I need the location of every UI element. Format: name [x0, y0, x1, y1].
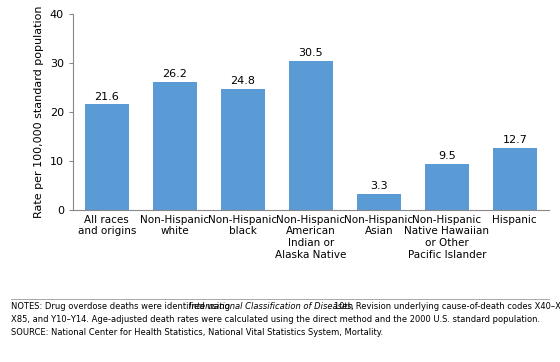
- Text: 21.6: 21.6: [95, 92, 119, 102]
- Bar: [85, 104, 129, 210]
- Text: International Classification of Diseases,: International Classification of Diseases…: [189, 302, 354, 311]
- Text: SOURCE: National Center for Health Statistics, National Vital Statistics System,: SOURCE: National Center for Health Stati…: [11, 328, 384, 337]
- Text: 30.5: 30.5: [298, 49, 323, 59]
- Bar: [357, 194, 401, 210]
- Text: 9.5: 9.5: [438, 151, 456, 161]
- Text: X85, and Y10–Y14. Age-adjusted death rates were calculated using the direct meth: X85, and Y10–Y14. Age-adjusted death rat…: [11, 315, 540, 324]
- Y-axis label: Rate per 100,000 standard population: Rate per 100,000 standard population: [34, 6, 44, 219]
- Text: 3.3: 3.3: [370, 181, 388, 191]
- Text: 12.7: 12.7: [502, 135, 527, 146]
- Bar: [289, 61, 333, 210]
- Text: 26.2: 26.2: [162, 70, 187, 80]
- Bar: [493, 148, 537, 210]
- Bar: [424, 164, 469, 210]
- Text: 24.8: 24.8: [230, 76, 255, 86]
- Bar: [153, 82, 197, 210]
- Text: 10th Revision underlying cause-of-death codes X40–X44, X60–X64,: 10th Revision underlying cause-of-death …: [334, 302, 560, 311]
- Bar: [221, 89, 265, 210]
- Text: NOTES: Drug overdose deaths were identified using: NOTES: Drug overdose deaths were identif…: [11, 302, 233, 311]
